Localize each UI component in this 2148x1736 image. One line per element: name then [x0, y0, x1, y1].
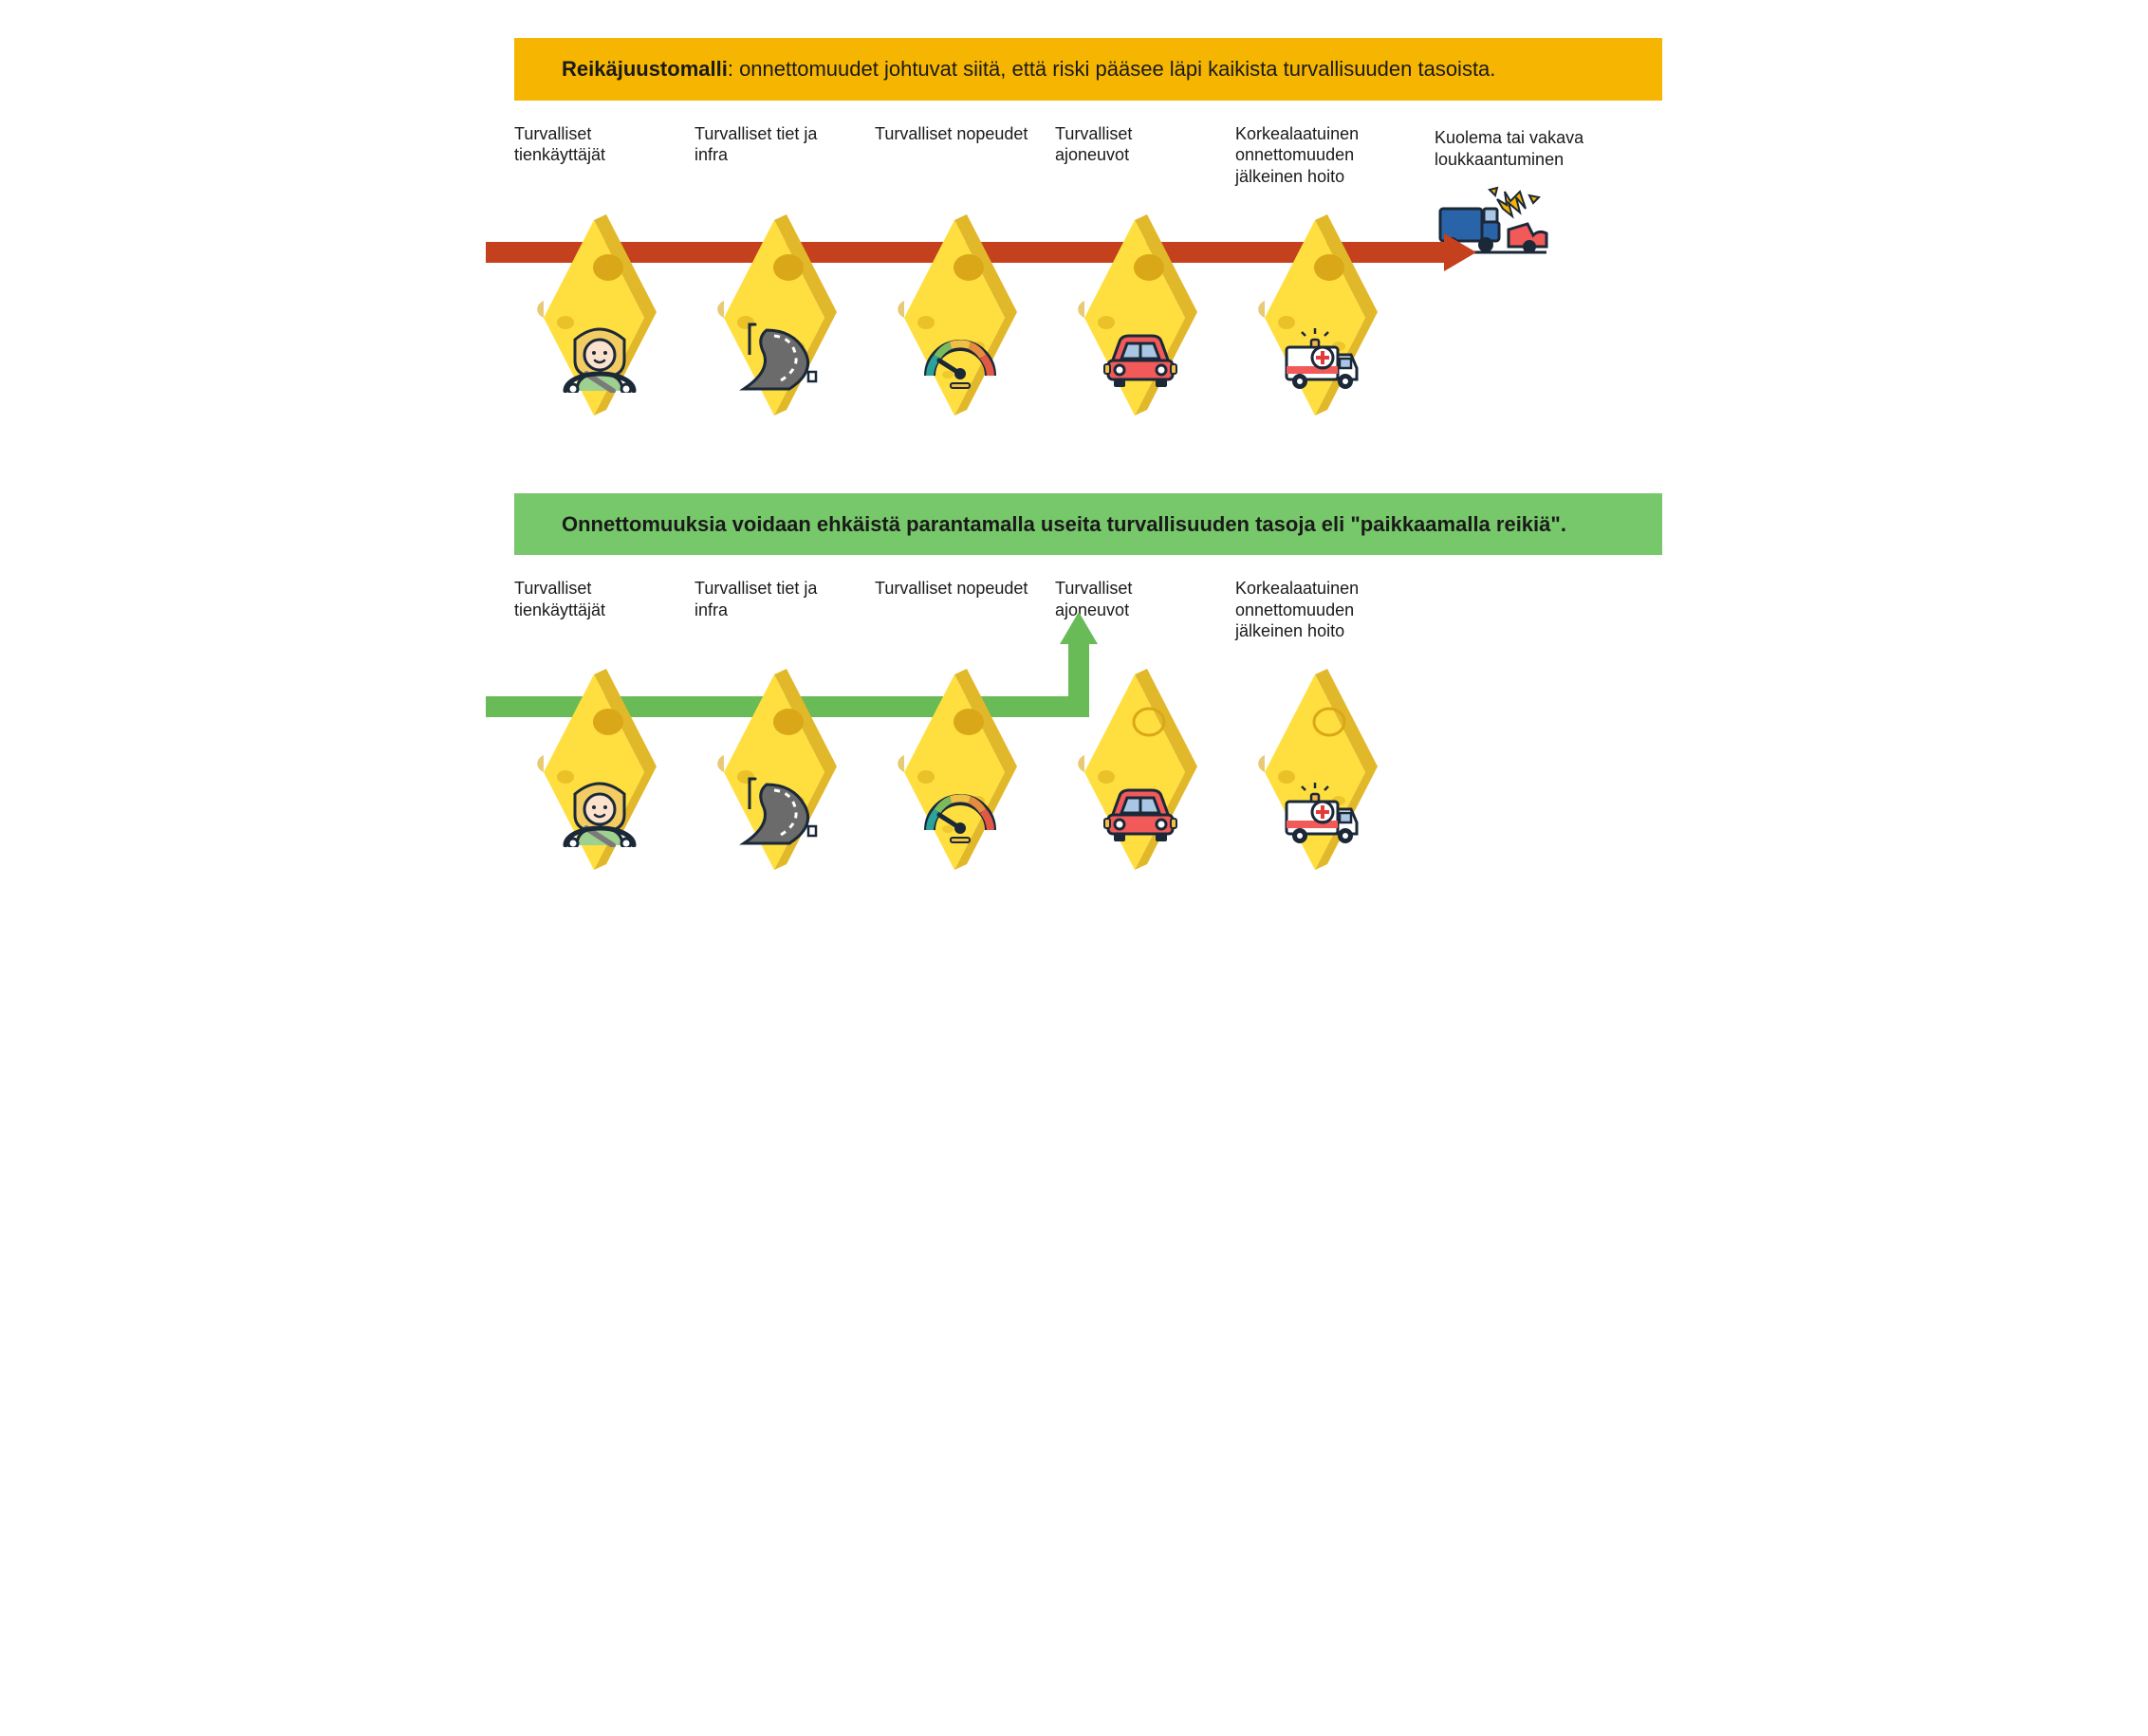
gauge-icon	[918, 323, 1002, 393]
crash-icon	[1435, 180, 1624, 270]
slice-stack	[1240, 654, 1401, 891]
cheese-slice: Korkealaatuinen onnettomuuden jälkeinen …	[1235, 123, 1406, 436]
slice-label: Korkealaatuinen onnettomuuden jälkeinen …	[1235, 123, 1406, 195]
road-icon	[738, 777, 822, 847]
cheese-slice: Turvalliset ajoneuvot	[1055, 578, 1226, 891]
road-icon	[738, 323, 822, 393]
cheese-icon	[694, 199, 855, 436]
slice-label: Turvalliset tiet ja infra	[694, 123, 865, 195]
cheese-slice: Turvalliset tiet ja infra	[694, 578, 865, 891]
infographic: Reikäjuustomalli: onnettomuudet johtuvat…	[486, 38, 1662, 891]
ambulance-icon	[1279, 777, 1362, 847]
cheese-icon	[513, 654, 675, 891]
slice-label: Turvalliset nopeudet	[875, 123, 1046, 195]
slice-label: Turvalliset ajoneuvot	[1055, 123, 1226, 195]
section-pass-through: Reikäjuustomalli: onnettomuudet johtuvat…	[486, 38, 1662, 436]
slice-stack	[699, 199, 861, 436]
banner-risk-blocked: Onnettomuuksia voidaan ehkäistä parantam…	[514, 493, 1662, 556]
cheese-slice: Turvalliset nopeudet	[875, 578, 1046, 891]
cheese-row-pass: Turvalliset tienkäyttäjät Turvalliset ti…	[486, 123, 1662, 436]
slice-stack	[1060, 199, 1221, 436]
cheese-icon	[1234, 654, 1396, 891]
slice-label: Turvalliset ajoneuvot	[1055, 578, 1226, 650]
banner-rest: : onnettomuudet johtuvat siitä, että ris…	[728, 57, 1496, 81]
car-icon	[1099, 323, 1182, 393]
outcome: Kuolema tai vakava loukkaantuminen	[1435, 123, 1624, 271]
cheese-row-blocked: Turvalliset tienkäyttäjät Turvalliset ti…	[486, 578, 1662, 891]
cheese-slice: Turvalliset nopeudet	[875, 123, 1046, 436]
driver-icon	[558, 777, 641, 847]
cheese-icon	[1054, 199, 1215, 436]
cheese-slice: Korkealaatuinen onnettomuuden jälkeinen …	[1235, 578, 1406, 891]
slice-stack	[880, 654, 1041, 891]
cheese-slice: Turvalliset ajoneuvot	[1055, 123, 1226, 436]
gauge-icon	[918, 777, 1002, 847]
slice-stack	[880, 199, 1041, 436]
slice-label: Turvalliset tienkäyttäjät	[514, 578, 685, 650]
cheese-icon	[874, 654, 1035, 891]
cheese-icon	[1054, 654, 1215, 891]
section-blocked: Onnettomuuksia voidaan ehkäistä parantam…	[486, 493, 1662, 892]
slice-label: Turvalliset tienkäyttäjät	[514, 123, 685, 195]
ambulance-icon	[1279, 323, 1362, 393]
banner-bold: Reikäjuustomalli	[562, 57, 728, 81]
cheese-icon	[1234, 199, 1396, 436]
driver-icon	[558, 323, 641, 393]
cheese-slice: Turvalliset tienkäyttäjät	[514, 578, 685, 891]
banner-text: Onnettomuuksia voidaan ehkäistä parantam…	[562, 512, 1566, 536]
slice-stack	[1060, 654, 1221, 891]
cheese-slice: Turvalliset tiet ja infra	[694, 123, 865, 436]
car-icon	[1099, 777, 1182, 847]
cheese-icon	[694, 654, 855, 891]
slice-label: Korkealaatuinen onnettomuuden jälkeinen …	[1235, 578, 1406, 650]
slice-label: Turvalliset nopeudet	[875, 578, 1046, 650]
outcome-label: Kuolema tai vakava loukkaantuminen	[1435, 127, 1624, 172]
banner-risk-passes: Reikäjuustomalli: onnettomuudet johtuvat…	[514, 38, 1662, 101]
cheese-icon	[874, 199, 1035, 436]
slice-stack	[699, 654, 861, 891]
slice-label: Turvalliset tiet ja infra	[694, 578, 865, 650]
cheese-slice: Turvalliset tienkäyttäjät	[514, 123, 685, 436]
cheese-icon	[513, 199, 675, 436]
slice-stack	[1240, 199, 1401, 436]
slice-stack	[519, 199, 680, 436]
slice-stack	[519, 654, 680, 891]
